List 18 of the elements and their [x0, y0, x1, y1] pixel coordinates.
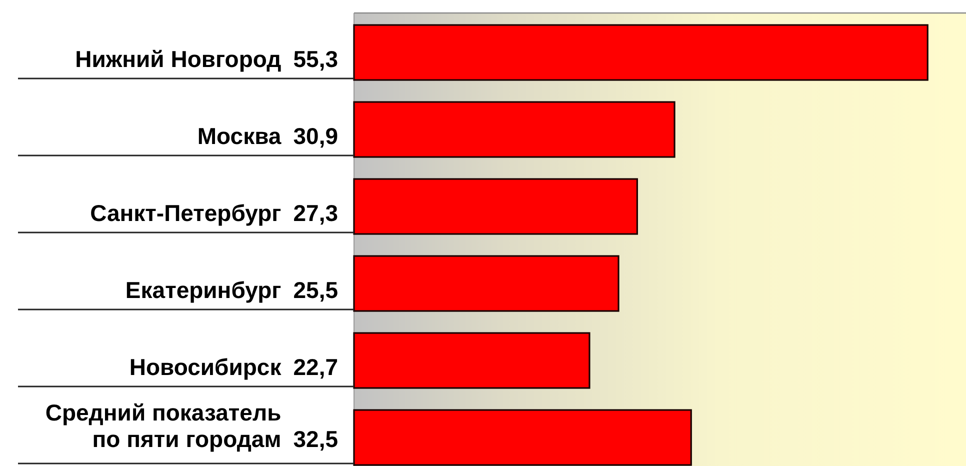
- y-tick-label: Санкт-Петербург: [90, 200, 282, 226]
- bar: [353, 332, 590, 389]
- bar: [353, 101, 676, 158]
- y-tick-label: Новосибирск: [129, 354, 282, 380]
- y-tick-label: Москва: [197, 122, 282, 149]
- y-tick-label: Екатеринбург: [125, 276, 282, 303]
- data-label: 22,7: [293, 354, 338, 380]
- bar: [353, 409, 692, 466]
- bar: [353, 178, 638, 235]
- data-label: 32,5: [293, 426, 338, 452]
- y-tick-label: Средний показатель по пяти городам: [45, 400, 282, 452]
- y-tick-label: Нижний Новгород: [75, 46, 282, 72]
- bar: [353, 24, 928, 81]
- bar: [353, 255, 620, 312]
- data-label: 27,3: [293, 200, 338, 226]
- data-label: 30,9: [293, 122, 338, 149]
- data-label: 25,5: [293, 276, 338, 303]
- data-label: 55,3: [293, 46, 338, 72]
